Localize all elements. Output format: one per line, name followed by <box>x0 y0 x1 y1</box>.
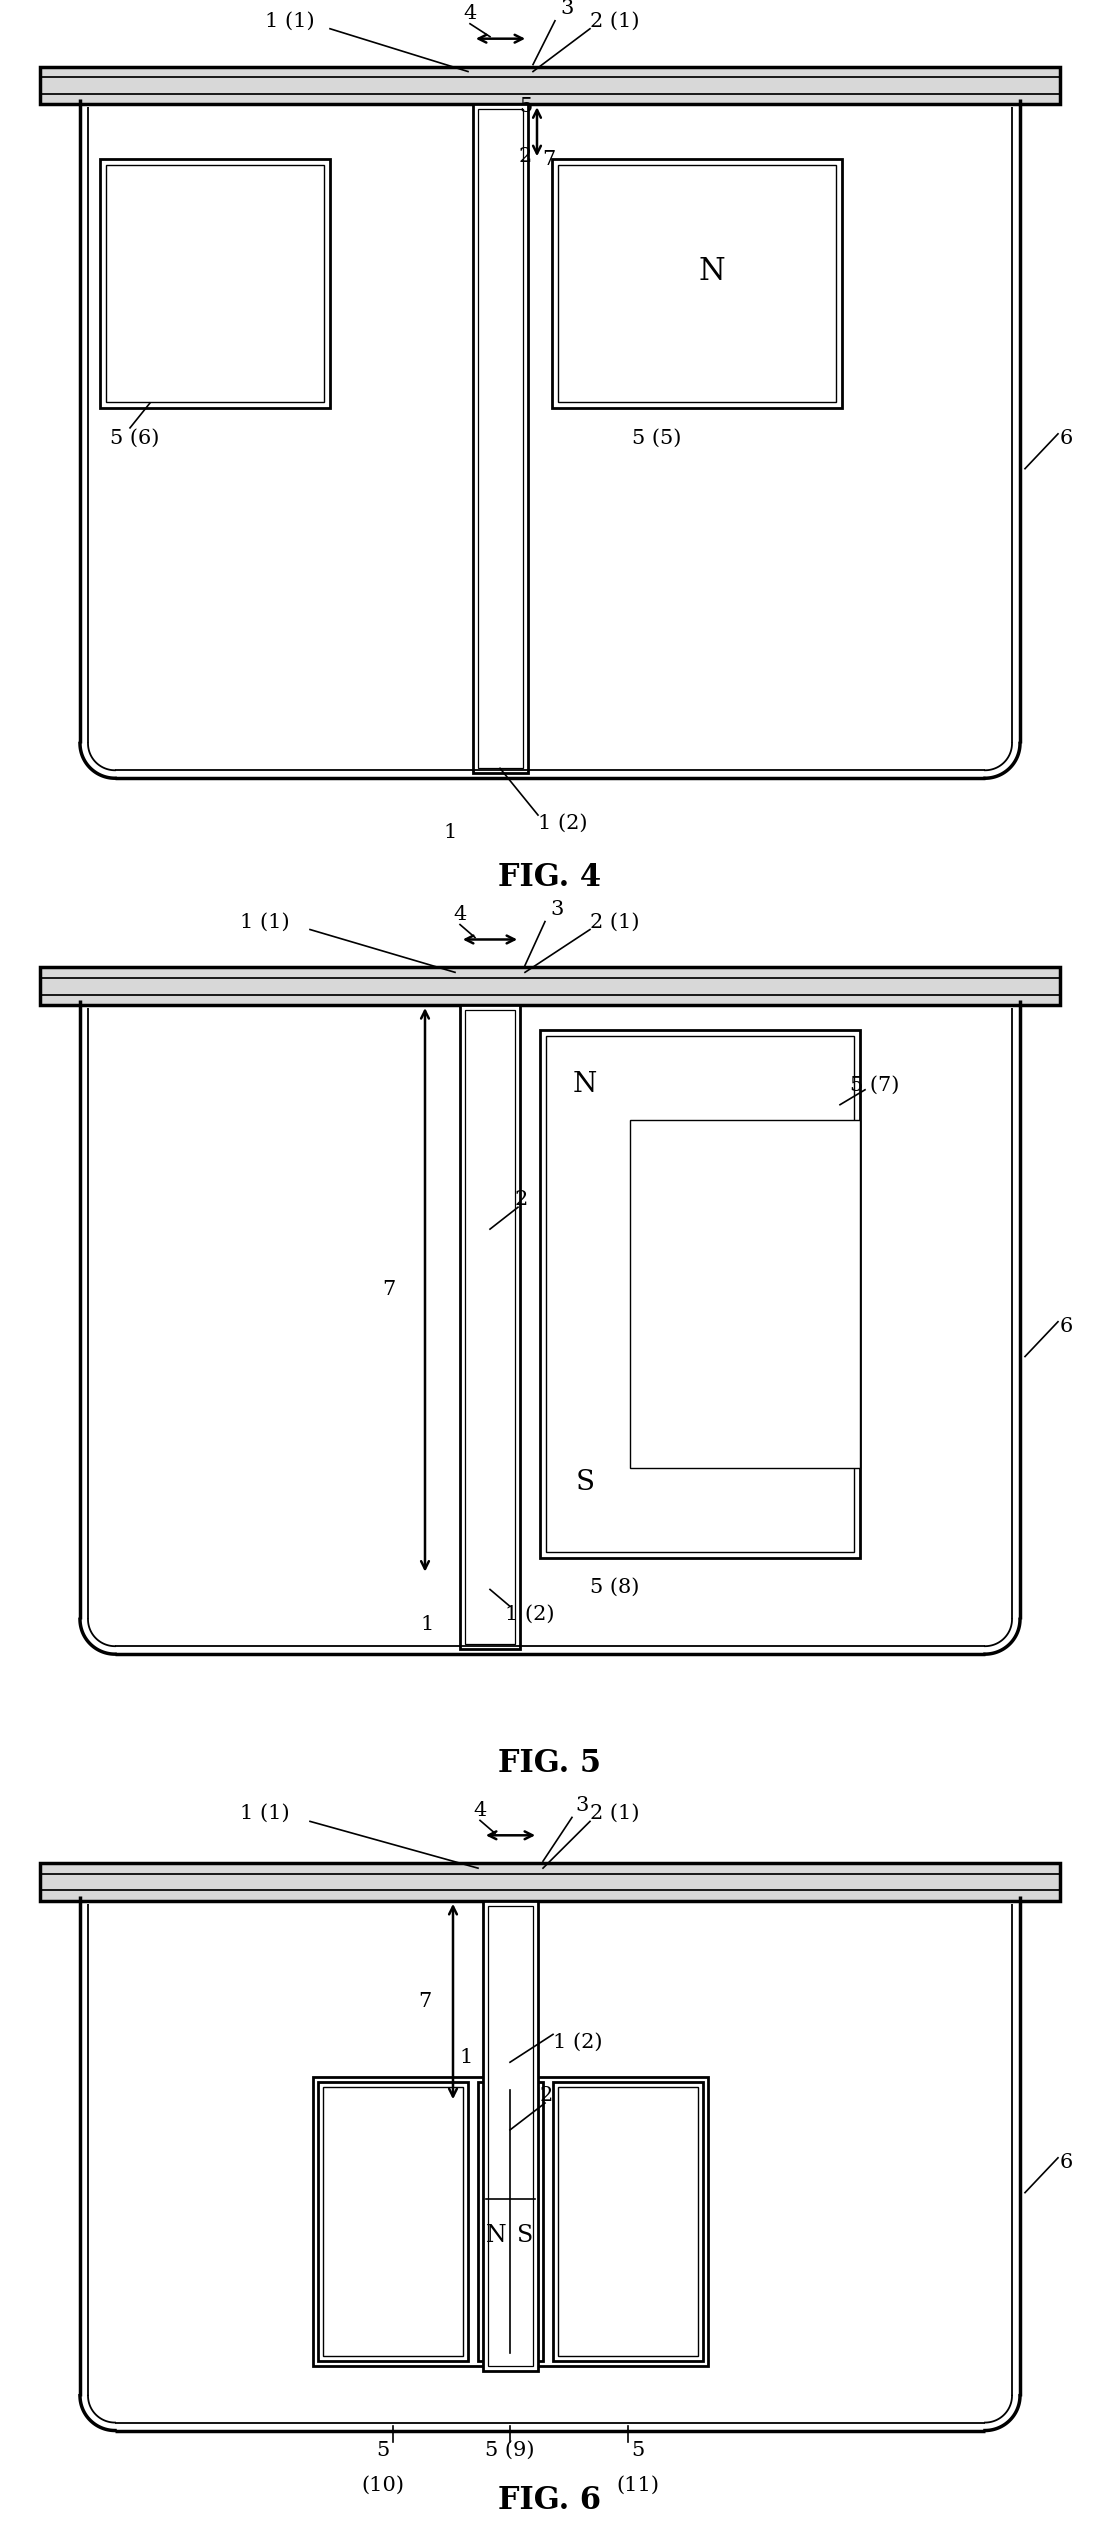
Text: 3: 3 <box>560 0 573 18</box>
Text: 1 (2): 1 (2) <box>538 814 587 832</box>
Text: N: N <box>573 1071 597 1099</box>
Text: 3: 3 <box>575 1796 589 1814</box>
Text: 1 (1): 1 (1) <box>265 13 315 31</box>
Text: 5 (7): 5 (7) <box>850 1076 900 1094</box>
Polygon shape <box>40 1862 1060 1900</box>
Polygon shape <box>553 2081 703 2361</box>
Polygon shape <box>318 2081 468 2361</box>
Text: 4: 4 <box>473 1801 486 1819</box>
Polygon shape <box>478 2081 543 2361</box>
Polygon shape <box>40 967 1060 1005</box>
Polygon shape <box>100 160 330 407</box>
Text: S: S <box>517 2223 532 2246</box>
Text: N: N <box>486 2223 506 2246</box>
Text: 5 (9): 5 (9) <box>485 2440 535 2460</box>
Text: 5 (5): 5 (5) <box>632 427 681 448</box>
Text: 1 (1): 1 (1) <box>240 1804 289 1824</box>
Text: 3: 3 <box>550 901 563 918</box>
Text: 5: 5 <box>376 2440 389 2460</box>
Text: 1 (2): 1 (2) <box>505 1605 554 1623</box>
Text: 1 (1): 1 (1) <box>240 913 289 931</box>
Text: 4: 4 <box>463 5 476 23</box>
Text: 2: 2 <box>519 148 532 165</box>
Text: 2: 2 <box>540 2086 553 2104</box>
Polygon shape <box>552 160 842 407</box>
Text: 5: 5 <box>519 97 532 117</box>
Polygon shape <box>40 66 1060 104</box>
Text: FIG. 4: FIG. 4 <box>498 862 602 893</box>
Text: 1: 1 <box>460 2048 473 2066</box>
Text: 2: 2 <box>515 1191 528 1208</box>
Polygon shape <box>473 104 528 773</box>
Text: 7: 7 <box>418 1992 431 2010</box>
Polygon shape <box>483 1900 538 2371</box>
Text: 6: 6 <box>1060 1318 1074 1336</box>
Text: (10): (10) <box>362 2475 405 2496</box>
Polygon shape <box>460 1005 520 1649</box>
Text: 4: 4 <box>453 906 466 923</box>
Text: S: S <box>575 1470 594 1496</box>
Text: 1 (2): 1 (2) <box>553 2033 603 2053</box>
Text: FIG. 5: FIG. 5 <box>498 1748 602 1778</box>
Text: 5: 5 <box>631 2440 645 2460</box>
Text: (11): (11) <box>616 2475 660 2496</box>
Text: 1: 1 <box>420 1615 433 1633</box>
Text: 2 (1): 2 (1) <box>590 913 639 931</box>
Text: 1: 1 <box>443 824 456 842</box>
Text: 6: 6 <box>1060 2152 1074 2173</box>
Text: FIG. 6: FIG. 6 <box>498 2485 602 2516</box>
Text: 5 (6): 5 (6) <box>110 427 160 448</box>
Text: 7: 7 <box>542 150 556 168</box>
Text: 7: 7 <box>382 1280 395 1300</box>
Polygon shape <box>630 1119 860 1468</box>
Text: 5 (8): 5 (8) <box>590 1577 639 1598</box>
Text: 2 (1): 2 (1) <box>590 13 639 31</box>
Polygon shape <box>540 1030 860 1557</box>
Text: N: N <box>698 254 725 287</box>
Text: 2 (1): 2 (1) <box>590 1804 639 1824</box>
Text: 6: 6 <box>1060 430 1074 448</box>
